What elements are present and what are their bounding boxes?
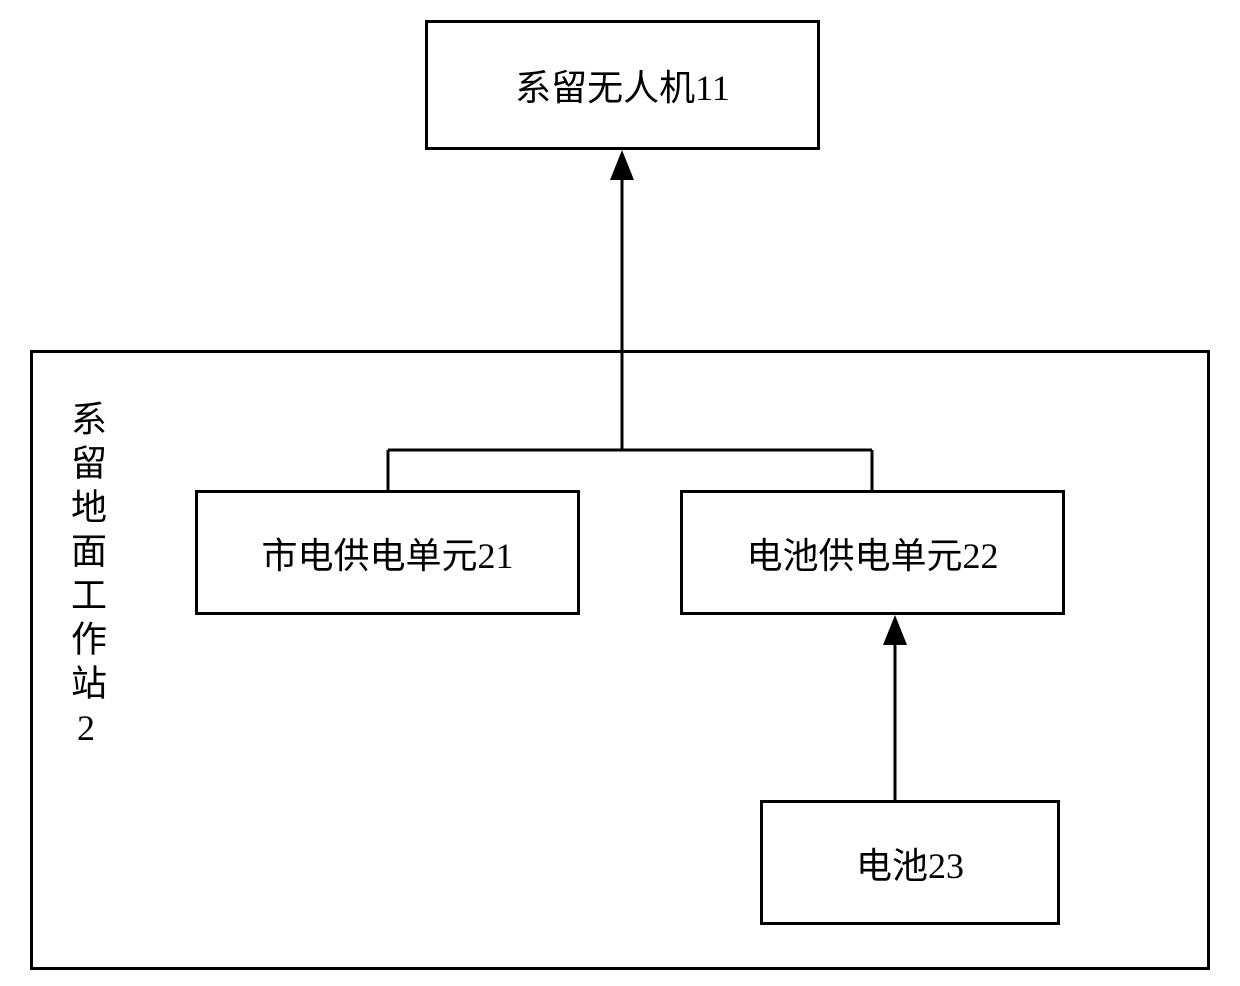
connectors-svg bbox=[0, 0, 1240, 986]
arrow-junction-to-drone bbox=[610, 150, 634, 180]
arrow-battery-to-batterypower bbox=[883, 615, 907, 645]
